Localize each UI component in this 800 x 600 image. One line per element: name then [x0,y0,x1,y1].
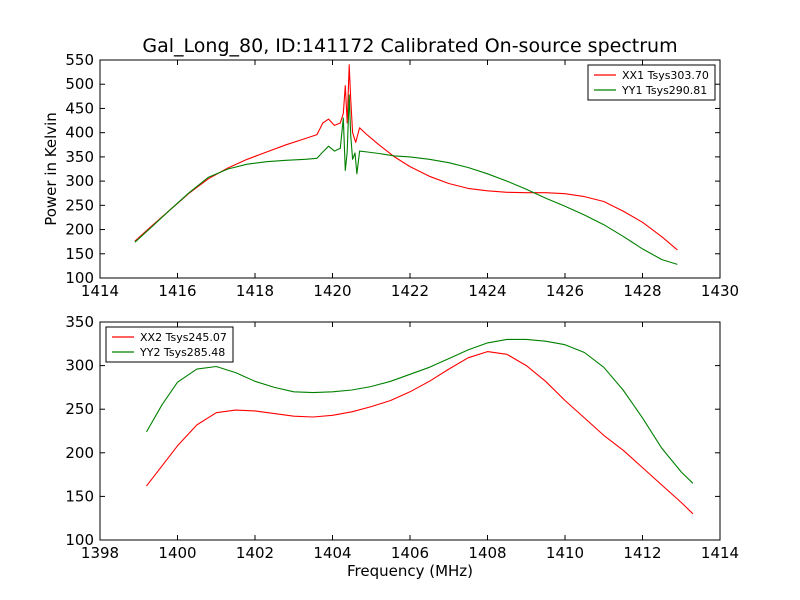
y-tick-label: 300 [65,357,94,375]
x-tick-label: 1414 [701,544,739,562]
x-tick-label: 1426 [546,282,584,300]
y-tick-label: 350 [65,148,94,166]
chart-title: Gal_Long_80, ID:141172 Calibrated On-sou… [142,35,677,57]
plot-1: 1414 1416 1418 1420 1422 1424 1426 1428 1430 100 1… [42,35,739,300]
legend-entry: XX2 Tsys245.07 [140,331,227,344]
x-tick-label: 1404 [313,544,351,562]
x-tick-label: 1408 [468,544,506,562]
x-tick-label: 1418 [236,282,274,300]
x-tick-label: 1412 [623,544,661,562]
x-tick-label: 1414 [81,282,119,300]
y-tick-label: 200 [65,221,94,239]
x-tick-label: 1416 [158,282,196,300]
legend-entry: YY2 Tsys285.48 [139,346,225,359]
y-tick-label: 200 [65,444,94,462]
x-axis-label: Frequency (MHz) [347,562,473,580]
y-tick-label: 150 [65,245,94,263]
x-tick-label: 1400 [158,544,196,562]
series-line-yy2 [146,338,694,484]
y-tick-label: 100 [65,531,94,549]
legend: XX2 Tsys245.07 YY2 Tsys285.48 [105,326,234,363]
y-tick-label: 150 [65,487,94,505]
y-tick-label: 400 [65,124,94,142]
y-tick-label: 550 [65,51,94,69]
y-tick-label: 500 [65,75,94,93]
plot-2: 1398 1400 1402 1404 1406 1408 1410 1412 1414 100 1… [65,313,739,580]
x-tick-label: 1420 [313,282,351,300]
legend: XX1 Tsys303.70 YY1 Tsys290.81 [587,64,716,101]
x-tick-label: 1402 [236,544,274,562]
x-tick-label: 1428 [623,282,661,300]
series-line-yy1 [134,94,678,265]
legend-box [587,64,716,101]
y-axis-label: Power in Kelvin [42,112,60,226]
x-tick-label: 1398 [81,544,119,562]
y-tick-label: 250 [65,400,94,418]
y-tick-label: 350 [65,313,94,331]
y-tick-label: 300 [65,172,94,190]
y-tick-label: 450 [65,99,94,117]
legend-entry: XX1 Tsys303.70 [622,69,709,82]
x-tick-label: 1406 [391,544,429,562]
series-line-xx1 [134,64,678,251]
x-tick-label: 1424 [468,282,506,300]
x-tick-label: 1422 [391,282,429,300]
legend-entry: YY1 Tsys290.81 [621,84,707,97]
y-tick-label: 250 [65,196,94,214]
y-tick-label: 100 [65,269,94,287]
series-line-xx2 [146,351,694,515]
legend-box [105,326,234,363]
x-tick-label: 1430 [701,282,739,300]
x-tick-label: 1410 [546,544,584,562]
